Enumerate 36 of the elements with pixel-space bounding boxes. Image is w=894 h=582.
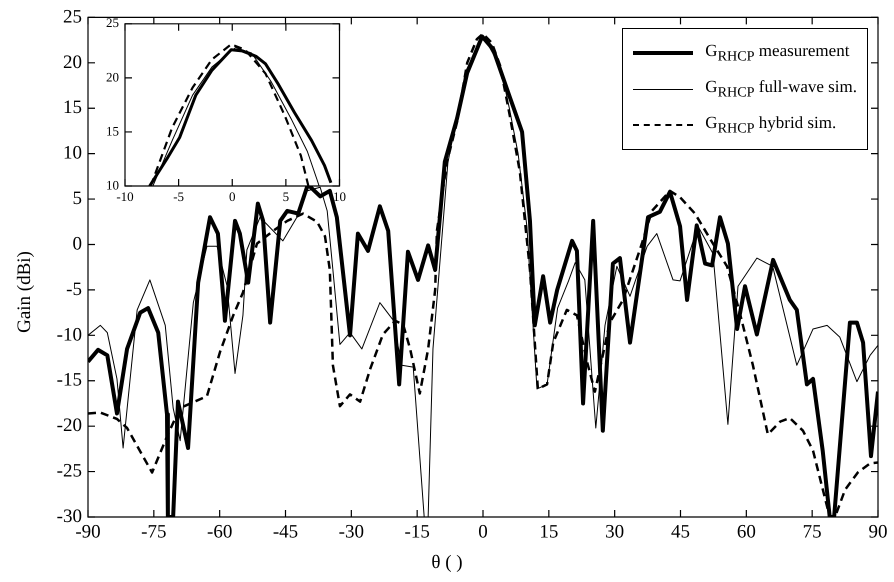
y-tick-label: -25 (56, 460, 82, 482)
y-tick-label: 10 (63, 142, 82, 164)
x-tick-label: 45 (671, 521, 690, 542)
y-tick-label: 0 (72, 233, 82, 254)
x-tick-label: -45 (272, 521, 298, 542)
legend-label: G$_{RHCP}$ hybrid sim. (705, 112, 836, 138)
y-axis-title: Gain (dBi) (14, 250, 36, 335)
x-tick-label: 75 (802, 521, 822, 542)
x-tick-label: -5 (173, 189, 184, 204)
x-tick-label: 60 (736, 521, 756, 542)
x-tick-label: -10 (116, 189, 134, 204)
x-tick-label: -15 (404, 521, 430, 542)
legend-label: G$_{RHCP}$ full-wave sim. (705, 76, 857, 102)
y-tick-label: -15 (56, 370, 82, 391)
y-tick-label: 25 (106, 15, 119, 30)
legend-label: G$_{RHCP}$ measurement (705, 40, 850, 66)
x-tick-label: -30 (338, 521, 364, 542)
y-tick-label: -20 (56, 415, 82, 436)
y-tick-label: 10 (106, 177, 119, 192)
y-tick-label: 15 (106, 123, 119, 138)
y-tick-label: 15 (63, 97, 82, 118)
x-tick-label: -60 (207, 521, 232, 542)
y-tick-label: -10 (56, 324, 82, 346)
x-tick-label: -75 (141, 521, 166, 542)
y-tick-label: 20 (63, 52, 82, 73)
x-tick-label: 30 (605, 521, 624, 542)
y-tick-label: 20 (106, 69, 119, 84)
x-tick-label: 0 (478, 521, 488, 542)
y-tick-label: 25 (63, 6, 82, 28)
x-tick-label: 15 (539, 521, 558, 542)
x-tick-label: 90 (868, 521, 888, 542)
y-tick-label: -5 (66, 278, 82, 300)
x-tick-label: 5 (282, 189, 290, 204)
x-tick-label: 10 (333, 189, 346, 204)
x-tick-label: 0 (229, 189, 236, 204)
x-axis-title: θ ( ) (430, 552, 464, 574)
